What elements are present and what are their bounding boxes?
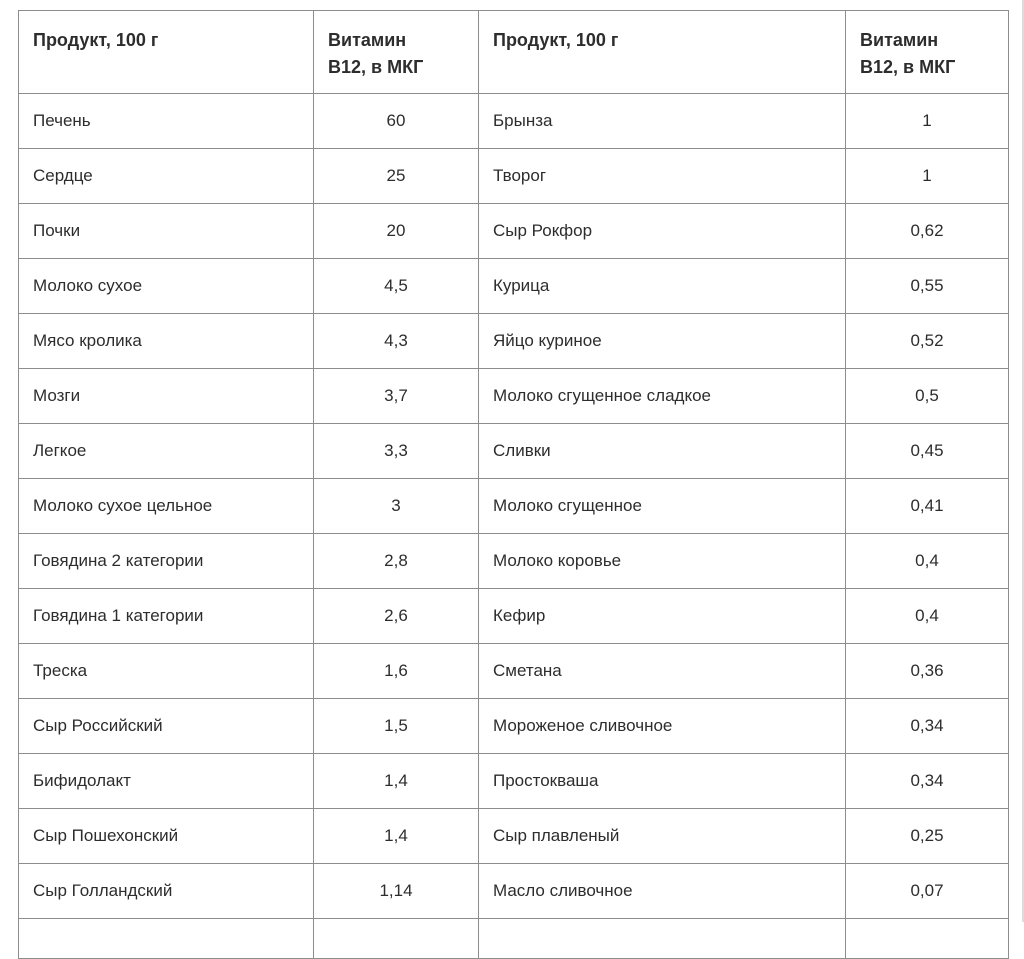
product-name-cell: Сыр плавленый (478, 808, 846, 864)
vitamin-value-cell: 1,6 (313, 643, 479, 699)
product-name-cell: Простокваша (478, 753, 846, 809)
empty-cell (845, 918, 1009, 959)
table-row: Мясо кролика 4,3 Яйцо куриное 0,52 (18, 313, 1009, 369)
table-row: Треска 1,6 Сметана 0,36 (18, 643, 1009, 699)
product-name-cell: Творог (478, 148, 846, 204)
vitamin-value-cell: 0,25 (845, 808, 1009, 864)
vitamin-b12-table: Продукт, 100 г Витамин В12, в МКГ Продук… (18, 10, 1009, 959)
product-name-cell: Треска (18, 643, 314, 699)
vitamin-value-cell: 0,34 (845, 698, 1009, 754)
header-product-left: Продукт, 100 г (18, 10, 314, 94)
product-name-cell: Печень (18, 93, 314, 149)
product-name-cell: Мозги (18, 368, 314, 424)
product-name-cell: Мороженое сливочное (478, 698, 846, 754)
product-name-cell: Молоко сухое (18, 258, 314, 314)
vitamin-value-cell: 1 (845, 148, 1009, 204)
partial-row (18, 918, 1009, 959)
product-name-cell: Кефир (478, 588, 846, 644)
table-row: Сыр Голландский 1,14 Масло сливочное 0,07 (18, 863, 1009, 919)
empty-cell (478, 918, 846, 959)
header-vitamin-right: Витамин В12, в МКГ (845, 10, 1009, 94)
product-name-cell: Сыр Рокфор (478, 203, 846, 259)
product-name-cell: Молоко сгущенное (478, 478, 846, 534)
product-name-cell: Сердце (18, 148, 314, 204)
vitamin-value-cell: 0,41 (845, 478, 1009, 534)
vitamin-value-cell: 20 (313, 203, 479, 259)
vitamin-value-cell: 1,4 (313, 753, 479, 809)
table-row: Мозги 3,7 Молоко сгущенное сладкое 0,5 (18, 368, 1009, 424)
vitamin-value-cell: 1,14 (313, 863, 479, 919)
product-name-cell: Сыр Российский (18, 698, 314, 754)
vitamin-value-cell: 0,4 (845, 588, 1009, 644)
vitamin-value-cell: 1,5 (313, 698, 479, 754)
vitamin-value-cell: 1 (845, 93, 1009, 149)
screenshot-right-edge (1022, 0, 1024, 922)
vitamin-value-cell: 3,3 (313, 423, 479, 479)
product-name-cell: Сыр Голландский (18, 863, 314, 919)
product-name-cell: Масло сливочное (478, 863, 846, 919)
vitamin-value-cell: 25 (313, 148, 479, 204)
table-row: Сыр Российский 1,5 Мороженое сливочное 0,34 (18, 698, 1009, 754)
vitamin-value-cell: 4,5 (313, 258, 479, 314)
empty-cell (313, 918, 479, 959)
vitamin-value-cell: 0,36 (845, 643, 1009, 699)
vitamin-value-cell: 2,6 (313, 588, 479, 644)
product-name-cell: Яйцо куриное (478, 313, 846, 369)
product-name-cell: Бифидолакт (18, 753, 314, 809)
table-body: Печень 60 Брынза 1 Сердце 25 Творог 1 Почки 20 Сыр… (18, 93, 1009, 959)
product-name-cell: Говядина 1 категории (18, 588, 314, 644)
table-row: Бифидолакт 1,4 Простокваша 0,34 (18, 753, 1009, 809)
vitamin-value-cell: 60 (313, 93, 479, 149)
vitamin-value-cell: 0,55 (845, 258, 1009, 314)
table-row: Молоко сухое цельное 3 Молоко сгущенное 0,4… (18, 478, 1009, 534)
vitamin-value-cell: 0,34 (845, 753, 1009, 809)
product-name-cell: Говядина 2 категории (18, 533, 314, 589)
product-name-cell: Легкое (18, 423, 314, 479)
vitamin-value-cell: 3 (313, 478, 479, 534)
empty-cell (18, 918, 314, 959)
vitamin-value-cell: 1,4 (313, 808, 479, 864)
product-name-cell: Молоко сгущенное сладкое (478, 368, 846, 424)
table-row: Печень 60 Брынза 1 (18, 93, 1009, 149)
table-row: Сердце 25 Творог 1 (18, 148, 1009, 204)
vitamin-value-cell: 2,8 (313, 533, 479, 589)
table-row: Говядина 2 категории 2,8 Молоко коровье 0,4 (18, 533, 1009, 589)
product-name-cell: Молоко сухое цельное (18, 478, 314, 534)
product-name-cell: Сметана (478, 643, 846, 699)
vitamin-value-cell: 0,5 (845, 368, 1009, 424)
header-row: Продукт, 100 г Витамин В12, в МКГ Продук… (18, 10, 1009, 94)
vitamin-value-cell: 3,7 (313, 368, 479, 424)
header-product-right: Продукт, 100 г (478, 10, 846, 94)
product-name-cell: Курица (478, 258, 846, 314)
table-row: Легкое 3,3 Сливки 0,45 (18, 423, 1009, 479)
table-row: Говядина 1 категории 2,6 Кефир 0,4 (18, 588, 1009, 644)
product-name-cell: Брынза (478, 93, 846, 149)
vitamin-value-cell: 0,07 (845, 863, 1009, 919)
table-row: Молоко сухое 4,5 Курица 0,55 (18, 258, 1009, 314)
product-name-cell: Молоко коровье (478, 533, 846, 589)
header-vitamin-left: Витамин В12, в МКГ (313, 10, 479, 94)
product-name-cell: Почки (18, 203, 314, 259)
vitamin-value-cell: 0,4 (845, 533, 1009, 589)
vitamin-value-cell: 0,62 (845, 203, 1009, 259)
table-row: Сыр Пошехонский 1,4 Сыр плавленый 0,25 (18, 808, 1009, 864)
vitamin-value-cell: 0,52 (845, 313, 1009, 369)
product-name-cell: Мясо кролика (18, 313, 314, 369)
product-name-cell: Сливки (478, 423, 846, 479)
table-row: Почки 20 Сыр Рокфор 0,62 (18, 203, 1009, 259)
vitamin-value-cell: 4,3 (313, 313, 479, 369)
product-name-cell: Сыр Пошехонский (18, 808, 314, 864)
vitamin-value-cell: 0,45 (845, 423, 1009, 479)
